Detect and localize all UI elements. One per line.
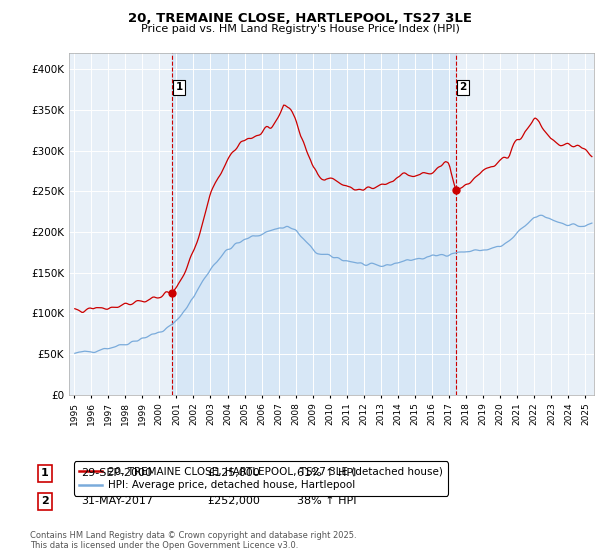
Text: 2: 2 [41,496,49,506]
Text: 20, TREMAINE CLOSE, HARTLEPOOL, TS27 3LE: 20, TREMAINE CLOSE, HARTLEPOOL, TS27 3LE [128,12,472,25]
Text: 38% ↑ HPI: 38% ↑ HPI [297,496,356,506]
Text: Price paid vs. HM Land Registry's House Price Index (HPI): Price paid vs. HM Land Registry's House … [140,24,460,34]
Bar [172,53,456,395]
Text: 31-MAY-2017: 31-MAY-2017 [81,496,153,506]
Text: 2: 2 [460,82,467,92]
Text: 61% ↑ HPI: 61% ↑ HPI [297,468,356,478]
Legend: 20, TREMAINE CLOSE, HARTLEPOOL, TS27 3LE (detached house), HPI: Average price, d: 20, TREMAINE CLOSE, HARTLEPOOL, TS27 3LE… [74,461,448,496]
Text: Contains HM Land Registry data © Crown copyright and database right 2025.
This d: Contains HM Land Registry data © Crown c… [30,530,356,550]
Text: 1: 1 [175,82,182,92]
Text: 1: 1 [41,468,49,478]
Text: 29-SEP-2000: 29-SEP-2000 [81,468,152,478]
Text: £252,000: £252,000 [207,496,260,506]
Text: £125,000: £125,000 [207,468,260,478]
